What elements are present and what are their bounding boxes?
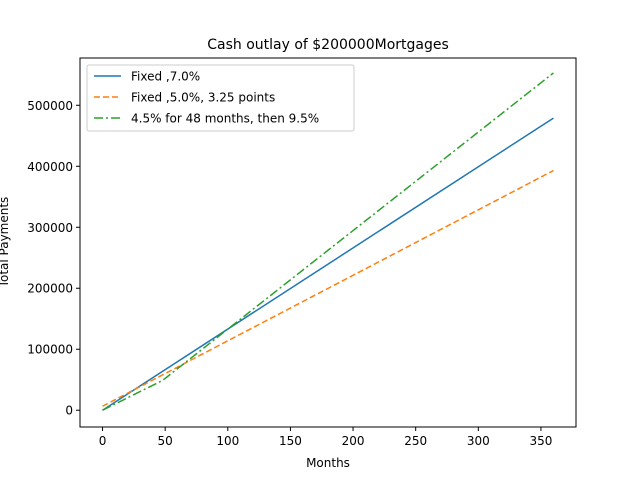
x-tick-label: 0 — [99, 434, 107, 448]
y-tick-label: 300000 — [27, 221, 73, 235]
series-line-3 — [102, 72, 554, 411]
x-tick-label: 300 — [467, 434, 490, 448]
x-tick-label: 250 — [404, 434, 427, 448]
legend: Fixed ,7.0% Fixed ,5.0%, 3.25 points 4.5% … — [86, 64, 355, 132]
legend-box — [86, 64, 355, 132]
series-line-1 — [102, 117, 554, 411]
x-tick-label: 150 — [279, 434, 302, 448]
series-layer — [102, 72, 554, 411]
x-tick-label: 200 — [342, 434, 365, 448]
y-tick-label: 200000 — [27, 282, 73, 296]
chart-title: Cash outlay of $200000Mortgages — [207, 37, 449, 53]
y-tick-label: 100000 — [27, 343, 73, 357]
x-tick-label: 350 — [529, 434, 552, 448]
x-axis: 0 50 100 150 200 250 300 350 — [99, 427, 552, 448]
y-tick-label: 400000 — [27, 160, 73, 174]
y-tick-label: 0 — [65, 404, 73, 418]
y-tick-label: 500000 — [27, 99, 73, 113]
y-axis-label: Total Payments — [0, 197, 11, 289]
series-line-2 — [102, 169, 554, 407]
legend-label-2: Fixed ,5.0%, 3.25 points — [131, 91, 275, 105]
x-tick-label: 100 — [216, 434, 239, 448]
x-tick-label: 50 — [158, 434, 173, 448]
x-axis-label: Months — [306, 456, 350, 470]
y-axis: 0 100000 200000 300000 400000 500000 — [27, 99, 80, 418]
legend-label-3: 4.5% for 48 months, then 9.5% — [131, 112, 319, 126]
legend-label-1: Fixed ,7.0% — [131, 70, 200, 84]
plot-frame — [79, 57, 577, 428]
